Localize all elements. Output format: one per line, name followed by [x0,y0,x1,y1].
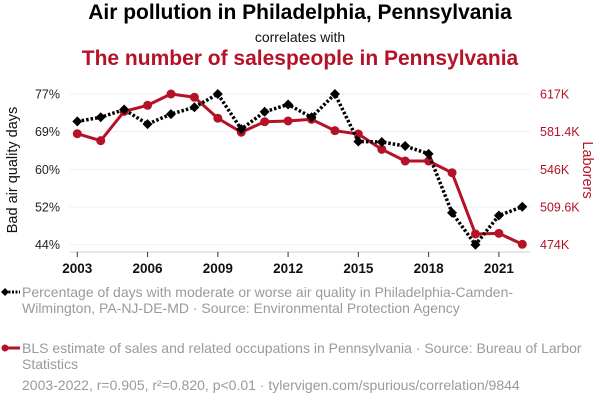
data-point-air-pollution [119,104,130,115]
grid-lines [70,93,530,246]
legend-label-air-pollution: Percentage of days with moderate or wors… [22,284,514,316]
data-point-air-pollution [400,141,411,152]
right-tick-label: 581.4K [540,125,580,139]
x-tick-label: 2003 [62,261,93,276]
data-point-salespeople [189,92,199,102]
chart-title: Air pollution in Philadelphia, Pennsylva… [88,1,512,24]
data-point-air-pollution [493,210,504,221]
data-point-air-pollution [283,99,294,110]
data-point-salespeople [377,144,387,154]
left-tick-label: 69% [35,125,60,139]
x-axis: 2003 2006 2009 2012 2015 2018 2021 [62,251,530,276]
x-tick-label: 2015 [343,261,374,276]
chart-title-secondary: The number of salespeople in Pennsylvani… [81,47,519,70]
left-tick-label: 44% [35,238,60,252]
legend-line-circle-icon [1,344,20,352]
left-axis-ticks: 77% 69% 60% 52% 44% [35,88,60,253]
legend-label-salespeople: BLS estimate of sales and related occupa… [22,340,582,372]
footer-stats: 2003-2022, r=0.905, r²=0.820, p<0.01 · t… [22,377,520,393]
chart-canvas: 77% 69% 60% 52% 44% 617K 581.4K 546K 509.6K 474K… [5,88,595,277]
series-line-air-pollution [76,91,523,248]
data-point-air-pollution [189,102,200,113]
data-point-salespeople [494,228,504,238]
right-axis-label: Laborers [579,141,595,198]
right-tick-label: 509.6K [540,201,580,215]
right-tick-label: 617K [540,88,570,102]
left-tick-label: 60% [35,163,60,177]
data-point-air-pollution [95,112,106,123]
x-tick-label: 2021 [484,261,515,276]
data-point-salespeople [143,100,153,110]
data-point-air-pollution [329,89,340,99]
data-point-air-pollution [306,112,317,123]
x-tick-label: 2012 [273,261,303,276]
data-point-salespeople [260,117,270,127]
legend-item-air-pollution: Percentage of days with moderate or wors… [1,284,582,316]
data-point-air-pollution [470,239,481,250]
chart-subtitle: correlates with [254,29,346,45]
x-tick-label: 2018 [414,261,445,276]
left-tick-label: 52% [35,201,60,215]
data-point-air-pollution [376,136,387,147]
data-point-air-pollution [212,89,223,99]
right-tick-label: 474K [540,238,570,252]
data-point-air-pollution [165,109,176,120]
data-point-air-pollution [447,207,458,218]
data-point-salespeople [72,129,82,139]
legend-dotted-diamond-icon [1,288,20,296]
series-air-pollution [72,89,528,250]
data-point-salespeople [400,156,410,166]
data-point-salespeople [517,239,527,249]
x-tick-label: 2009 [203,261,233,276]
left-axis-label: Bad air quality days [5,107,21,234]
data-point-air-pollution [517,201,528,212]
data-point-salespeople [166,89,176,99]
right-tick-label: 546K [540,163,570,177]
right-axis-ticks: 617K 581.4K 546K 509.6K 474K [540,88,580,253]
data-point-salespeople [96,136,106,146]
data-point-air-pollution [259,106,270,117]
data-point-salespeople [470,229,480,239]
data-point-air-pollution [236,124,247,135]
data-point-air-pollution [72,116,83,127]
data-point-salespeople [447,168,457,178]
data-point-air-pollution [353,136,364,147]
data-point-salespeople [213,113,223,123]
data-point-salespeople [283,116,293,126]
left-tick-label: 77% [35,88,60,102]
data-point-air-pollution [423,148,434,159]
data-point-air-pollution [142,119,153,130]
data-point-salespeople [330,126,340,136]
x-tick-label: 2006 [133,261,164,276]
legend-item-salespeople: BLS estimate of sales and related occupa… [1,340,582,372]
